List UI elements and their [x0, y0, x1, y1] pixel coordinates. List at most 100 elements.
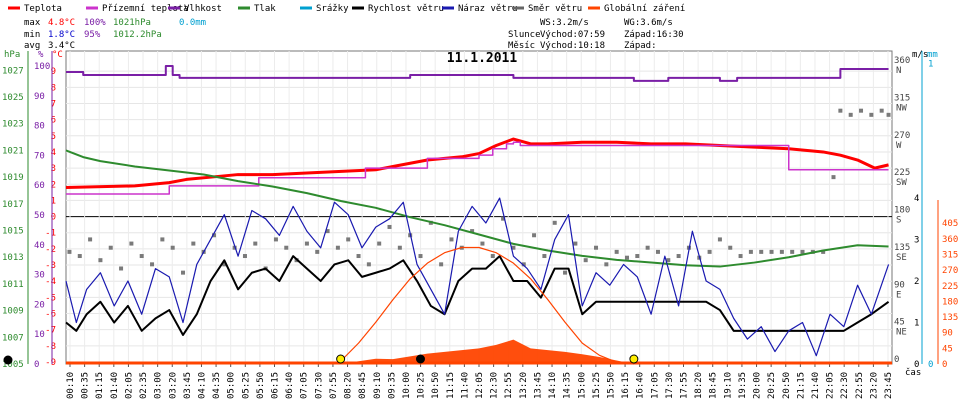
pressure-tick-label: 1011: [2, 280, 24, 290]
legend-label: Tlak: [254, 4, 276, 14]
wind-dir-point: [170, 245, 175, 250]
temperature-tick-label: 8: [51, 83, 56, 93]
wind-dir-point: [821, 249, 826, 254]
x-tick-label: 23:20: [869, 372, 879, 399]
wind-dir-tick-label: 180: [894, 206, 910, 216]
temperature-tick-label: -7: [45, 326, 56, 336]
wind-dir-point: [439, 262, 444, 267]
legend-label: Vlhkost: [184, 4, 222, 14]
stats-block: max 4.8°C 100% 1021hPa 0.0mm min 1.8°C 9…: [24, 18, 206, 51]
wind-dir-point: [859, 108, 864, 113]
wind-dir-point: [717, 237, 722, 242]
wind-dir-point: [645, 245, 650, 250]
wind-dir-point: [838, 108, 843, 113]
radiation-area: [66, 339, 889, 364]
wind-wg: WG:3.6m/s: [624, 18, 673, 28]
wind-dir-tick-label: 90: [894, 280, 905, 290]
wind-dir-point: [552, 220, 557, 225]
x-tick-label: 03:00: [154, 372, 164, 399]
wind-speed-axis-unit: m/s: [912, 50, 928, 60]
x-tick-label: 21:15: [796, 372, 806, 399]
wind-dir-point: [759, 249, 764, 254]
wind-dir-point: [377, 241, 382, 246]
wind-dir-point: [511, 245, 516, 250]
moonrise-marker: [415, 354, 425, 364]
wind-dir-point: [181, 270, 186, 275]
pressure-tick-label: 1005: [2, 360, 24, 370]
wind-dir-point: [356, 254, 361, 259]
legend-label: Přízemní teplota: [102, 4, 189, 14]
temperature-tick-label: -5: [45, 293, 56, 303]
moonset-marker: [3, 355, 13, 365]
wind-speed-tick-label: 1: [914, 319, 919, 329]
wind-dir-point: [676, 254, 681, 259]
stat-max-rain: 0.0mm: [179, 18, 206, 28]
stat-min-press: 1012.2hPa: [113, 30, 162, 40]
stat-max-temp: 4.8°C: [48, 18, 75, 28]
wind-dir-point: [707, 249, 712, 254]
wind-speed-tick-label: 0: [914, 360, 919, 370]
x-tick-label: 07:05: [300, 372, 310, 399]
wind-speed-tick-label: 4: [914, 194, 919, 204]
wind-dir-tick-label: 225: [894, 168, 910, 178]
x-tick-label: 00:35: [81, 372, 91, 399]
x-tick-label: 18:20: [694, 372, 704, 399]
x-tick-label: 14:10: [548, 372, 558, 399]
legend-label: Srážky: [316, 4, 349, 14]
temperature-tick-label: -4: [45, 277, 56, 287]
wind-dir-point: [728, 245, 733, 250]
x-tick-label: 07:55: [329, 372, 339, 399]
temperature-tick-label: -9: [45, 358, 56, 368]
x-tick-label: 05:50: [256, 372, 266, 399]
x-tick-label: 22:30: [840, 372, 850, 399]
x-tick-label: 07:30: [314, 372, 324, 399]
humidity-tick-label: 80: [34, 122, 45, 132]
x-tick-label: 15:00: [577, 372, 587, 399]
x-tick-label: 12:30: [490, 372, 500, 399]
x-tick-label: 09:35: [387, 372, 397, 399]
pressure-tick-label: 1019: [2, 173, 24, 183]
wind-dir-point: [738, 254, 743, 259]
wind-dir-point: [418, 254, 423, 259]
x-tick-label: 09:10: [373, 372, 383, 399]
series-line: [337, 246, 634, 365]
wind-dir-compass-label: S: [896, 216, 901, 226]
legend-label: Rychlost větru: [368, 4, 444, 14]
temperature-tick-label: 2: [51, 180, 56, 190]
radiation-tick-label: 315: [942, 250, 958, 260]
wind-dir-point: [583, 258, 588, 263]
humidity-axis-unit: %: [38, 50, 44, 60]
moon-label: Měsíc: [508, 41, 535, 51]
wind-dir-point: [848, 112, 853, 117]
wind-dir-point: [532, 233, 537, 238]
wind-speed-tick-label: 2: [914, 277, 919, 287]
stat-avg-temp: 3.4°C: [48, 41, 75, 51]
left-axes: hPa% °C1005100710091011101310151017101910…: [2, 50, 63, 370]
wind-dir-point: [67, 249, 72, 254]
stat-max-label: max: [24, 18, 41, 28]
wind-speed-tick-label: 3: [914, 236, 919, 246]
wind-dir-point: [315, 249, 320, 254]
stat-min-hum: 95%: [84, 30, 101, 40]
legend-label: Globální záření: [604, 4, 685, 14]
wind-dir-point: [211, 233, 216, 238]
x-tick-label: 06:15: [271, 372, 281, 399]
temperature-tick-label: 5: [51, 132, 56, 142]
x-tick-label: 18:45: [709, 372, 719, 399]
humidity-tick-label: 30: [34, 271, 45, 281]
wind-dir-point: [666, 258, 671, 263]
temperature-tick-label: 7: [51, 99, 56, 109]
x-tick-label: 12:55: [504, 372, 514, 399]
wind-dir-compass-label: NW: [896, 103, 907, 113]
wind-dir-tick-label: 270: [894, 131, 910, 141]
wind-dir-point: [748, 249, 753, 254]
x-tick-label: 14:35: [563, 372, 573, 399]
wind-dir-point: [886, 112, 891, 117]
wind-dir-tick-label: 45: [894, 318, 905, 328]
wind-dir-point: [232, 245, 237, 250]
radiation-tick-label: 45: [942, 344, 953, 354]
x-tick-label: 21:40: [811, 372, 821, 399]
temperature-tick-label: -2: [45, 245, 56, 255]
pressure-tick-label: 1027: [2, 66, 24, 76]
wind-dir-point: [304, 241, 309, 246]
